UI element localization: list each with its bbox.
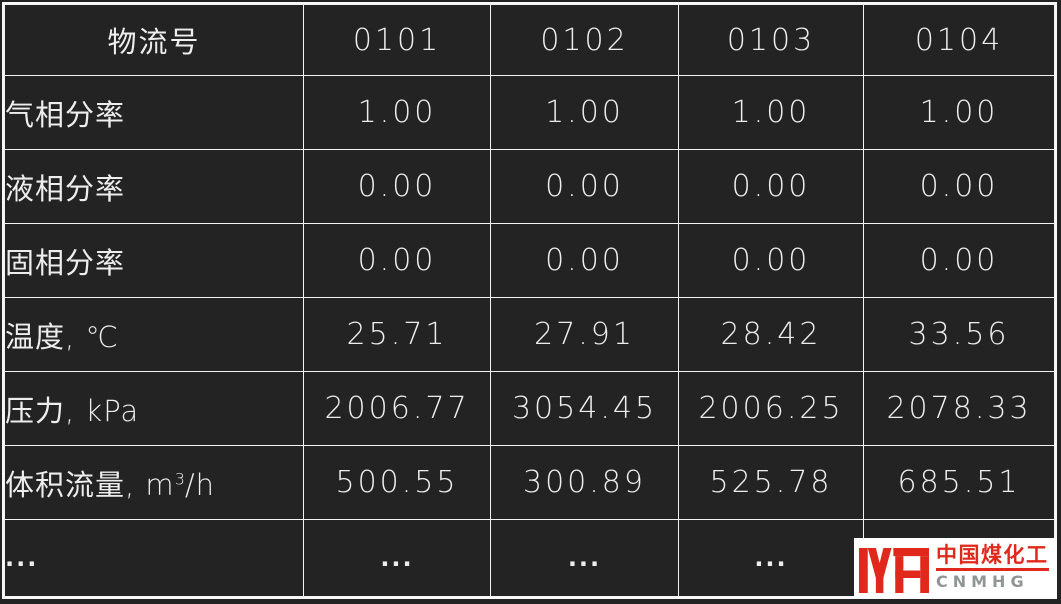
value-cell: 1.00 — [490, 75, 679, 150]
value-cell: 3054.45 — [490, 371, 679, 446]
value-cell: 2006.77 — [303, 371, 491, 446]
cubic-superscript: 3 — [174, 468, 185, 488]
value-cell: 300.89 — [490, 445, 679, 520]
value-cell: 33.56 — [863, 297, 1055, 372]
property-label: 固相分率 — [4, 223, 304, 298]
volume-flow-label: 体积流量, m — [5, 467, 175, 502]
value-cell: 1.00 — [303, 75, 491, 150]
stream-properties-table: 物流号 0101 0102 0103 0104 气相分率 1.00 1.00 1… — [4, 4, 1055, 597]
value-cell: 0.00 — [863, 223, 1055, 298]
value-cell: 0.00 — [678, 223, 864, 298]
stream-id-cell: 0103 — [678, 4, 864, 76]
value-cell: 0.00 — [303, 223, 491, 298]
stream-id-cell: 0104 — [863, 4, 1055, 76]
liquid-fraction-row: 液相分率 0.00 0.00 0.00 0.00 — [4, 149, 1055, 224]
property-label: 气相分率 — [4, 75, 304, 150]
ellipsis-cell: ... — [303, 519, 491, 597]
property-label: 体积流量, m3/h — [4, 445, 304, 520]
company-logo: 中国煤化工 CNMHG — [854, 538, 1057, 598]
volume-flow-row: 体积流量, m3/h 500.55 300.89 525.78 685.51 — [4, 445, 1055, 520]
value-cell: 25.71 — [303, 297, 491, 372]
stream-id-cell: 0102 — [490, 4, 679, 76]
pressure-row: 压力, kPa 2006.77 3054.45 2006.25 2078.33 — [4, 371, 1055, 446]
property-label: 液相分率 — [4, 149, 304, 224]
property-label: 温度, ℃ — [4, 297, 304, 372]
value-cell: 0.00 — [490, 149, 679, 224]
logo-text-block: 中国煤化工 CNMHG — [936, 543, 1049, 592]
value-cell: 1.00 — [678, 75, 864, 150]
value-cell: 500.55 — [303, 445, 491, 520]
ellipsis-row: ... ... ... ... — [4, 519, 1055, 597]
value-cell: 685.51 — [863, 445, 1055, 520]
ellipsis-cell: ... — [678, 519, 864, 597]
value-cell: 1.00 — [863, 75, 1055, 150]
table-header-row: 物流号 0101 0102 0103 0104 — [4, 4, 1055, 76]
company-name-cn: 中国煤化工 — [936, 543, 1049, 572]
value-cell: 27.91 — [490, 297, 679, 372]
vapor-fraction-row: 气相分率 1.00 1.00 1.00 1.00 — [4, 75, 1055, 150]
value-cell: 0.00 — [863, 149, 1055, 224]
value-cell: 0.00 — [303, 149, 491, 224]
volume-flow-unit-tail: /h — [184, 467, 215, 502]
value-cell: 0.00 — [490, 223, 679, 298]
logo-monogram-icon — [859, 542, 929, 594]
ellipsis-label: ... — [4, 519, 304, 597]
value-cell: 0.00 — [678, 149, 864, 224]
company-name-en: CNMHG — [936, 572, 1029, 592]
temperature-row: 温度, ℃ 25.71 27.91 28.42 33.56 — [4, 297, 1055, 372]
stream-number-header: 物流号 — [4, 4, 304, 76]
value-cell: 525.78 — [678, 445, 864, 520]
stream-id-cell: 0101 — [303, 4, 491, 76]
value-cell: 2006.25 — [678, 371, 864, 446]
value-cell: 2078.33 — [863, 371, 1055, 446]
property-label: 压力, kPa — [4, 371, 304, 446]
ellipsis-cell: ... — [490, 519, 679, 597]
value-cell: 28.42 — [678, 297, 864, 372]
solid-fraction-row: 固相分率 0.00 0.00 0.00 0.00 — [4, 223, 1055, 298]
